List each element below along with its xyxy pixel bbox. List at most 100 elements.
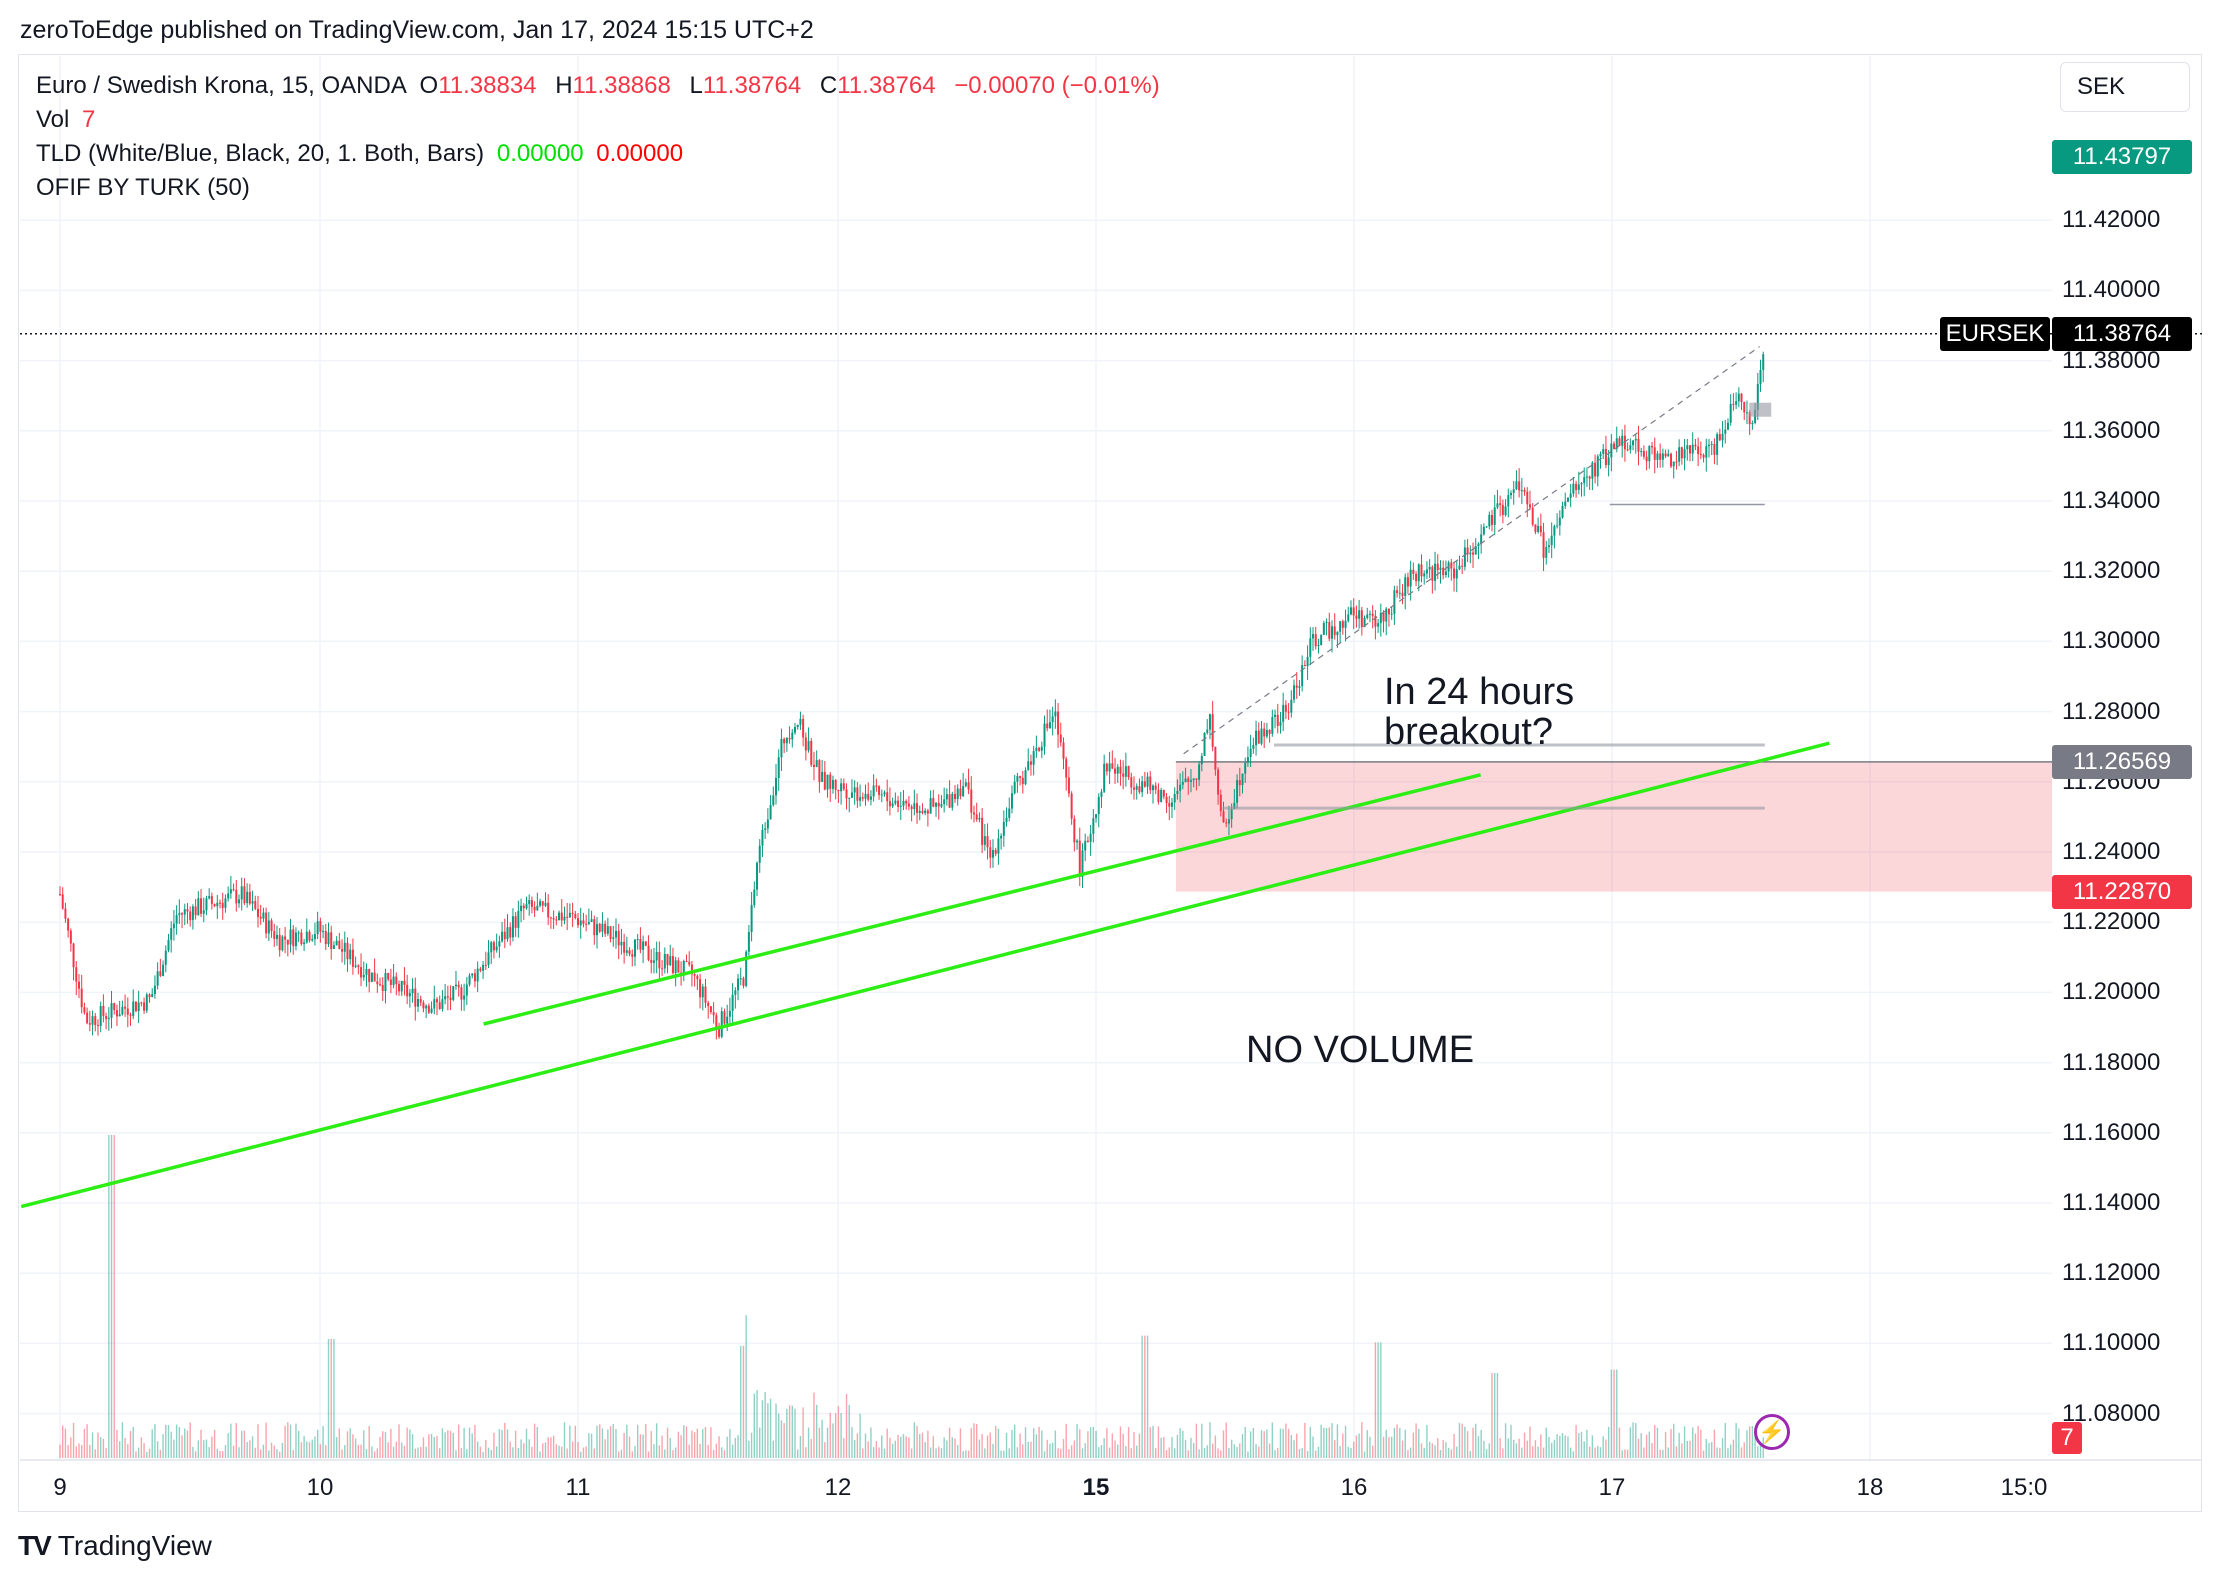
candle-body — [243, 886, 246, 904]
candle-body — [661, 968, 664, 970]
candle-body — [1672, 461, 1675, 467]
candle-body — [311, 939, 314, 941]
candle-body — [1637, 438, 1640, 452]
candle-body — [1008, 808, 1011, 818]
candle-body — [1401, 592, 1404, 596]
candle-body — [1504, 506, 1507, 516]
tradingview-brand[interactable]: TV TradingView — [18, 1530, 212, 1562]
legend-row-volume[interactable]: Vol 7 — [36, 106, 101, 134]
symbol-name[interactable]: Euro / Swedish Krona, 15, OANDA — [36, 72, 407, 99]
candle-body — [1379, 612, 1382, 624]
candle-body — [246, 891, 249, 904]
candle-body — [403, 980, 406, 985]
candle-body — [1444, 571, 1447, 576]
candle-body — [1217, 769, 1220, 795]
candle-body — [1133, 787, 1136, 790]
candle-body — [1222, 811, 1225, 823]
candle-body — [720, 1011, 723, 1037]
candle-body — [1718, 434, 1721, 441]
candle-body — [1103, 763, 1106, 792]
legend-row-tld[interactable]: TLD (White/Blue, Black, 20, 1. Both, Bar… — [36, 140, 689, 168]
candle-body — [699, 979, 702, 998]
candle-body — [967, 782, 970, 790]
stop-zone — [1175, 761, 2052, 892]
candle-body — [183, 909, 186, 915]
candle-body — [305, 931, 308, 943]
candle-body — [1572, 483, 1575, 494]
candle-body — [886, 792, 889, 802]
candle-body — [964, 782, 967, 787]
candle-body — [1406, 577, 1409, 587]
candle-body — [1225, 822, 1228, 824]
candle-body — [392, 976, 395, 985]
candle-body — [932, 798, 935, 807]
candle-body — [229, 889, 232, 894]
candle-body — [1301, 665, 1304, 687]
candle-body — [1664, 453, 1667, 457]
candle-body — [1119, 766, 1122, 774]
candle-body — [1377, 623, 1380, 627]
candle-body — [1165, 796, 1168, 803]
candle-body — [1680, 447, 1683, 459]
candle-body — [430, 1008, 433, 1013]
candle-body — [1271, 716, 1274, 734]
candle-body — [411, 988, 414, 994]
candle-body — [883, 792, 886, 795]
candle-body — [577, 917, 580, 926]
candle-body — [99, 1006, 102, 1027]
candle-body — [1303, 665, 1306, 667]
candle-body — [544, 902, 547, 906]
candle-body — [433, 999, 436, 1009]
currency-selector[interactable]: SEK — [2060, 62, 2190, 112]
candle-body — [1385, 608, 1388, 622]
candle-body — [1602, 449, 1605, 454]
overlay-lines — [20, 333, 2202, 810]
candle-body — [398, 984, 401, 992]
candle-body — [197, 898, 200, 916]
y-tick-label: 11.22000 — [2062, 908, 2161, 936]
candle-body — [1670, 453, 1673, 467]
candle-body — [1046, 723, 1049, 729]
candle-body — [1076, 840, 1079, 843]
candle-body — [1168, 802, 1171, 807]
candle-body — [1615, 438, 1618, 449]
no-volume-annotation[interactable]: NO VOLUME — [1246, 1029, 1475, 1071]
legend-row-ofif[interactable]: OFIF BY TURK (50) — [36, 174, 256, 202]
candle-body — [905, 800, 908, 804]
candle-body — [1211, 714, 1214, 747]
candle-body — [956, 788, 959, 800]
candle-body — [1024, 770, 1027, 785]
candle-body — [815, 760, 818, 767]
candle-body — [1577, 484, 1580, 490]
candle-body — [1534, 524, 1537, 532]
candle-body — [916, 803, 919, 813]
candle-body — [1518, 481, 1521, 491]
candle-body — [1149, 776, 1152, 791]
candle-body — [1374, 615, 1377, 627]
candle-body — [107, 1017, 110, 1019]
candle-body — [1675, 461, 1678, 463]
candle-body — [1751, 422, 1754, 425]
candle-body — [1729, 403, 1732, 423]
candle-body — [72, 943, 75, 968]
candle-body — [834, 779, 837, 790]
candle-body — [1537, 526, 1540, 532]
candle-body — [1735, 401, 1738, 405]
candle-body — [1019, 776, 1022, 778]
breakout-annotation[interactable]: In 24 hours breakout? — [1384, 672, 1574, 752]
candle-body — [1029, 761, 1032, 765]
candle-body — [558, 912, 561, 921]
vol-label: Vol — [36, 106, 70, 133]
candle-body — [1089, 833, 1092, 842]
candle-body — [709, 1006, 712, 1013]
candle-body — [406, 984, 409, 997]
x-tick-label: 10 — [306, 1474, 334, 1501]
candle-body — [929, 798, 932, 814]
y-tick-label: 11.16000 — [2062, 1118, 2161, 1146]
candle-body — [609, 926, 612, 939]
candle-body — [145, 994, 148, 1011]
candle-body — [943, 799, 946, 805]
lightning-icon[interactable]: ⚡ — [1754, 1414, 1790, 1450]
candle-body — [1496, 503, 1499, 508]
